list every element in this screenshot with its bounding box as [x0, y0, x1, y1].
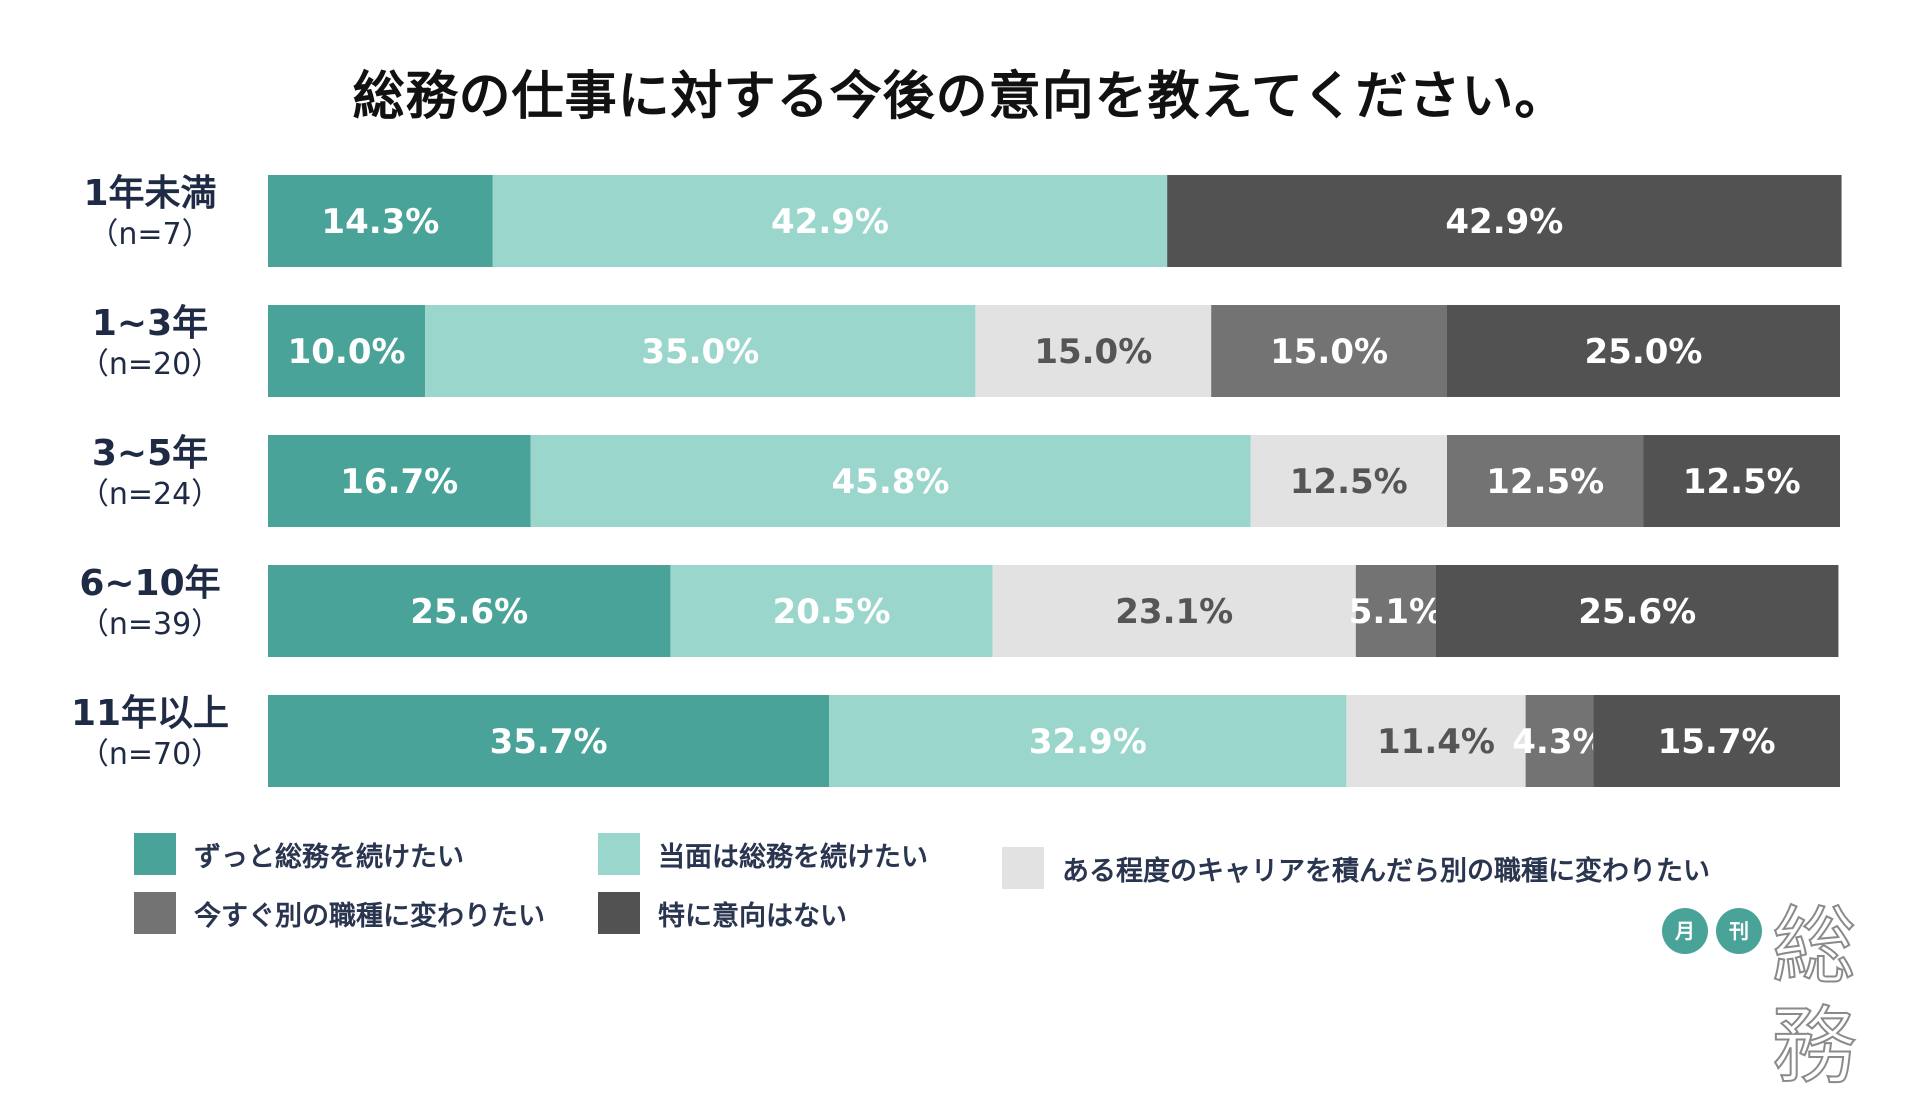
bar-segment [975, 305, 1212, 397]
category-label: 6~10年 [79, 563, 221, 604]
chart-title: 総務の仕事に対する今後の意向を教えてください。 [352, 67, 1568, 127]
row-label: 1~3年 （n=20） [40, 303, 260, 385]
legend-label: ある程度のキャリアを積んだら別の職種に変わりたい [1062, 856, 1710, 887]
data-label: 23.1% [1115, 592, 1233, 632]
data-label: 25.6% [410, 592, 528, 632]
bar-segment [829, 695, 1347, 787]
brand-name: 総務 [1771, 896, 1857, 1096]
bar-segment [1346, 695, 1526, 787]
row-label: 6~10年 （n=39） [40, 563, 260, 645]
category-label: 11年以上 [70, 693, 230, 734]
bar-segment [268, 695, 830, 787]
legend-swatch [134, 892, 176, 934]
data-label: 10.0% [288, 332, 406, 372]
bar-segment [1447, 305, 1840, 397]
legend-swatch [134, 833, 176, 875]
legend-label: 特に意向はない [658, 901, 847, 932]
brand-logo: 月 刊 総務 [1662, 896, 1912, 1096]
data-label: 35.0% [641, 332, 759, 372]
sample-size-label: （n=39） [78, 607, 222, 642]
bar-segment [268, 435, 531, 527]
row-label: 1年未満 （n=7） [40, 173, 260, 255]
legend-swatch [598, 892, 640, 934]
bar-segment [1211, 305, 1447, 397]
data-label: 4.3% [1512, 722, 1606, 762]
bar-segment [268, 565, 671, 657]
bar-segment [530, 435, 1251, 527]
category-label: 1年未満 [83, 173, 217, 214]
data-label: 12.5% [1290, 462, 1408, 502]
legend-label: ずっと総務を続けたい [194, 842, 464, 873]
sample-size-label: （n=7） [88, 217, 212, 252]
data-label: 15.0% [1034, 332, 1152, 372]
bar-segment [1355, 565, 1436, 657]
bar-segment [1525, 695, 1594, 787]
legend-label: 今すぐ別の職種に変わりたい [194, 901, 545, 932]
bar-segment [1643, 435, 1840, 527]
row-label: 11年以上 （n=70） [40, 693, 260, 775]
category-label: 1~3年 [91, 303, 209, 344]
data-label: 32.9% [1029, 722, 1147, 762]
data-label: 25.0% [1585, 332, 1703, 372]
bar-segment [1167, 175, 1842, 267]
bar-segment [268, 175, 493, 267]
legend-swatch [1002, 847, 1044, 889]
data-label: 12.5% [1486, 462, 1604, 502]
data-label: 15.7% [1658, 722, 1776, 762]
bar-segment [268, 305, 426, 397]
brand-circle-kan: 刊 [1716, 908, 1762, 954]
data-label: 42.9% [771, 202, 889, 242]
data-label: 25.6% [1578, 592, 1696, 632]
bar-segment [1447, 435, 1644, 527]
data-label: 20.5% [773, 592, 891, 632]
data-label: 5.1% [1349, 592, 1443, 632]
bar-segment [670, 565, 993, 657]
sample-size-label: （n=70） [78, 737, 222, 772]
brand-circle-tsuki: 月 [1662, 908, 1708, 954]
row-label: 3~5年 （n=24） [40, 433, 260, 515]
sample-size-label: （n=24） [78, 477, 222, 512]
category-label: 3~5年 [91, 433, 209, 474]
data-label: 15.0% [1270, 332, 1388, 372]
bar-segment [1593, 695, 1840, 787]
legend-swatch [598, 833, 640, 875]
data-label: 11.4% [1377, 722, 1495, 762]
data-label: 14.3% [321, 202, 439, 242]
sample-size-label: （n=20） [78, 347, 222, 382]
bar-segment [1436, 565, 1839, 657]
data-label: 12.5% [1683, 462, 1801, 502]
data-label: 42.9% [1445, 202, 1563, 242]
bar-segment [1250, 435, 1447, 527]
data-label: 35.7% [490, 722, 608, 762]
data-label: 45.8% [832, 462, 950, 502]
legend-label: 当面は総務を続けたい [658, 842, 928, 873]
bar-segment [992, 565, 1356, 657]
chart-canvas: 総務の仕事に対する今後の意向を教えてください。 14.3% 42.9% 42.9% 1… [40, 67, 1912, 1096]
stacked-bar-chart: 14.3% 42.9% 42.9% 10.0% 35.0% 15.0% 15.0% 25.0%… [268, 175, 1842, 787]
bar-segment [425, 305, 976, 397]
data-label: 16.7% [340, 462, 458, 502]
bar-segment [492, 175, 1168, 267]
